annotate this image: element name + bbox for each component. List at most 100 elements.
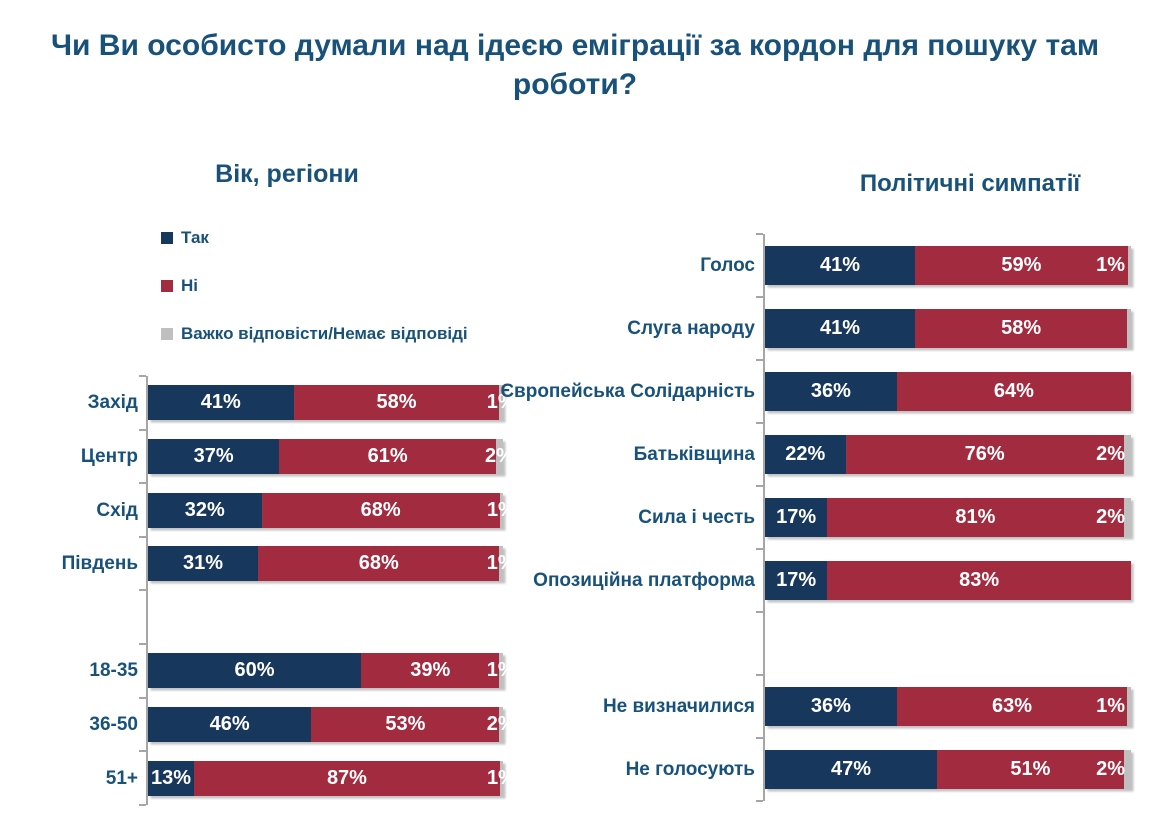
bar-segment-dk-value: 1% [486,659,516,682]
bar-segment-no: 68% [258,546,500,582]
category-label: Не визначилися [602,696,755,717]
bar-segment-no: 83% [827,561,1131,600]
axis-tick [756,737,763,739]
axis-tick [139,428,146,431]
bar-segment-dk-value: 2% [1096,443,1125,465]
bar-segment-no: 63% [896,687,1128,726]
bar-segment-dk [499,492,503,528]
bar-segment-yes-value: 41% [820,254,861,276]
bar-segment-yes: 36% [765,372,897,411]
bar-segment-dk-value: 1% [1096,695,1125,717]
axis-tick [139,589,146,592]
bar-segment-no-value: 83% [959,569,1000,591]
bar-segment-dk-value: 1% [486,552,516,575]
axis-tick [139,803,146,806]
bar-segment-yes: 47% [765,750,938,789]
bar-segment-dk [1127,246,1131,285]
bar-segment-yes: 60% [148,653,361,689]
bar-segment-no-value: 68% [360,498,401,521]
legend-swatch-icon [161,232,173,244]
category-label: 18-35 [89,660,138,682]
axis-tick [756,611,763,613]
bar-segment-yes: 17% [765,561,828,600]
bar-segment-dk-value: 1% [486,498,516,521]
bar-segment-no-value: 87% [326,766,367,789]
legend-item-0: Так [161,228,468,248]
stacked-bar: 41% 59% 1% [765,246,1131,285]
bar-segment-yes-value: 41% [820,317,861,339]
bar-segment-no: 58% [293,385,500,421]
bar-segment-dk [499,653,503,689]
bar-segment-dk [499,706,503,742]
bar-segment-no: 53% [311,706,500,742]
bar-segment-no: 81% [827,498,1124,537]
stacked-bar: 41% 58% [765,309,1131,348]
bar-segment-dk [499,546,503,582]
bar-segment-yes: 22% [765,435,846,474]
category-axis-line [763,234,765,801]
stacked-bar: 13% 87% 1% [148,760,516,796]
category-label: 36-50 [89,713,138,735]
legend-swatch-icon [161,280,173,292]
bar-segment-dk-value: 2% [1096,758,1125,780]
bar-segment-yes: 46% [148,706,312,742]
bar-segment-yes: 32% [148,492,262,528]
bar-segment-dk [499,760,503,796]
chart-question-title: Чи Ви особисто думали над ідеєю еміграці… [50,29,1100,101]
bar-segment-no-value: 53% [385,712,426,735]
bar-segment-yes: 41% [148,385,294,421]
stacked-bar: 17% 83% [765,561,1131,600]
political-chart-title: Політичні симпатії [859,170,1081,197]
legend-item-2: Важко відповісти/Немає відповіді [161,324,468,344]
bar-segment-dk [1127,309,1131,348]
stacked-bar: 32% 68% 1% [148,492,516,528]
axis-tick [756,674,763,676]
bar-segment-dk-value: 2% [1096,506,1125,528]
bar-segment-no-value: 39% [410,659,451,682]
bar-segment-dk [495,438,503,474]
stacked-bar: 22% 76% 2% [765,435,1131,474]
bar-segment-yes-value: 47% [830,758,872,780]
bar-segment-dk-value: 2% [486,712,516,735]
legend: Так Ні Важко відповісти/Немає відповіді [161,228,468,344]
age-region-chart-title: Вік, регіони [215,160,359,188]
category-label: Опозиційна платформа [533,570,755,591]
stacked-bar: 36% 63% 1% [765,687,1131,726]
bar-segment-yes: 17% [765,498,828,537]
category-label: Голос [700,255,755,276]
bar-segment-yes-value: 31% [183,552,224,575]
category-label: Слуга народу [627,318,755,339]
bar-segment-yes: 41% [765,309,916,348]
bar-segment-yes: 36% [765,687,897,726]
bar-segment-no: 64% [896,372,1131,411]
category-label: Не голосують [625,759,755,780]
axis-tick [139,535,146,538]
bar-segment-yes: 31% [148,546,259,582]
bar-segment-no: 51% [937,750,1124,789]
axis-tick [756,422,763,424]
category-label: Південь [61,553,138,575]
bar-segment-no-value: 64% [993,380,1034,402]
stacked-bar: 60% 39% 1% [148,653,516,689]
bar-segment-yes-value: 41% [200,391,241,414]
axis-tick [139,375,146,377]
category-label: Захід [87,392,138,414]
bar-segment-no-value: 58% [1001,317,1042,339]
axis-tick [139,750,146,753]
bar-segment-yes-value: 32% [184,498,225,521]
axis-tick [756,359,763,361]
stacked-bar: 31% 68% 1% [148,546,516,582]
bar-segment-yes-value: 37% [193,444,234,467]
legend-item-label: Ні [181,276,198,295]
bar-segment-dk [1123,498,1131,537]
bar-segment-yes-value: 36% [810,695,851,717]
bar-segment-no: 59% [915,246,1128,285]
axis-tick [756,800,763,802]
bar-segment-no: 68% [261,492,500,528]
stacked-bar: 37% 61% 2% [148,438,514,474]
category-label: Схід [96,499,138,521]
axis-tick [139,643,146,645]
stacked-bar: 36% 64% [765,372,1131,411]
legend-item-1: Ні [161,276,468,296]
